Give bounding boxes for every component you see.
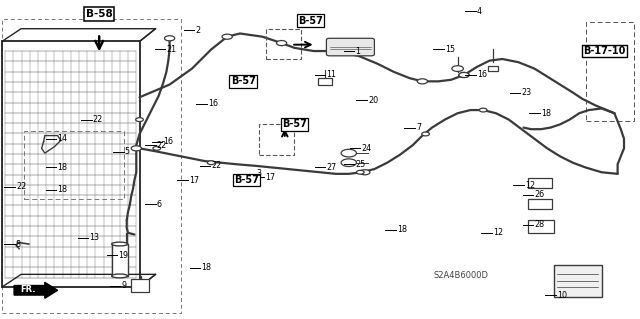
Bar xyxy=(554,265,602,297)
Text: 7: 7 xyxy=(416,123,421,132)
Text: 26: 26 xyxy=(534,190,545,199)
Circle shape xyxy=(417,79,428,84)
Text: 12: 12 xyxy=(493,228,503,237)
Text: 19: 19 xyxy=(118,251,129,260)
Circle shape xyxy=(153,146,161,150)
Text: 22: 22 xyxy=(157,141,167,150)
Text: 23: 23 xyxy=(522,88,532,97)
Text: 17: 17 xyxy=(189,176,199,185)
Bar xyxy=(528,199,552,209)
Circle shape xyxy=(356,170,364,174)
Circle shape xyxy=(459,72,469,78)
Bar xyxy=(112,244,128,276)
Text: 18: 18 xyxy=(397,225,407,234)
Text: 22: 22 xyxy=(16,182,26,191)
Polygon shape xyxy=(14,282,58,298)
Text: 1: 1 xyxy=(355,47,360,56)
Circle shape xyxy=(360,170,370,175)
Text: 21: 21 xyxy=(166,45,177,54)
Text: 15: 15 xyxy=(445,45,455,54)
Bar xyxy=(318,78,332,85)
Text: 25: 25 xyxy=(355,160,365,169)
Text: 20: 20 xyxy=(368,96,378,105)
Circle shape xyxy=(341,149,356,157)
Text: 5: 5 xyxy=(125,147,130,156)
Bar xyxy=(2,19,181,313)
Text: 22: 22 xyxy=(211,161,221,170)
Bar xyxy=(2,41,140,287)
Text: B-57: B-57 xyxy=(231,76,255,86)
Text: 18: 18 xyxy=(541,109,551,118)
Text: B-57: B-57 xyxy=(282,119,307,130)
Text: B-57: B-57 xyxy=(234,175,259,185)
Text: 24: 24 xyxy=(362,144,372,153)
Text: B-57: B-57 xyxy=(298,16,323,26)
Bar xyxy=(586,22,634,121)
Text: 18: 18 xyxy=(58,163,68,172)
Text: B-17-10: B-17-10 xyxy=(584,46,626,56)
Text: 27: 27 xyxy=(326,163,337,172)
Text: B-58: B-58 xyxy=(86,9,113,19)
Text: 10: 10 xyxy=(557,291,567,300)
Text: 9: 9 xyxy=(122,281,127,290)
Circle shape xyxy=(136,118,143,122)
Text: S2A4B6000D: S2A4B6000D xyxy=(433,271,488,280)
Text: 17: 17 xyxy=(266,173,276,182)
Circle shape xyxy=(222,34,232,39)
Circle shape xyxy=(422,132,429,136)
Text: 28: 28 xyxy=(534,220,545,229)
Bar xyxy=(528,178,552,188)
Text: 18: 18 xyxy=(202,263,212,272)
Circle shape xyxy=(479,108,487,112)
Bar xyxy=(131,279,149,292)
Circle shape xyxy=(131,146,141,151)
Circle shape xyxy=(276,41,287,46)
FancyBboxPatch shape xyxy=(326,38,374,56)
Text: 4: 4 xyxy=(477,7,482,16)
Circle shape xyxy=(341,159,356,167)
Bar xyxy=(266,29,301,59)
Text: 8: 8 xyxy=(16,240,21,249)
Text: 22: 22 xyxy=(93,115,103,124)
Bar xyxy=(488,66,498,71)
Text: 14: 14 xyxy=(58,134,68,143)
Text: 6: 6 xyxy=(157,200,162,209)
Text: 18: 18 xyxy=(58,185,68,194)
Bar xyxy=(528,220,554,233)
Bar xyxy=(24,131,124,199)
Text: 16: 16 xyxy=(163,137,173,146)
Text: 13: 13 xyxy=(90,233,100,242)
Text: 2: 2 xyxy=(195,26,200,35)
Ellipse shape xyxy=(112,242,128,246)
Circle shape xyxy=(459,72,469,78)
Circle shape xyxy=(207,161,215,165)
Bar xyxy=(259,124,294,155)
Circle shape xyxy=(452,66,463,71)
Text: 16: 16 xyxy=(208,99,218,108)
Ellipse shape xyxy=(112,274,128,278)
Text: FR.: FR. xyxy=(20,286,36,294)
Text: 3: 3 xyxy=(256,169,261,178)
Text: 12: 12 xyxy=(525,181,535,189)
Text: 11: 11 xyxy=(326,70,337,79)
Text: 16: 16 xyxy=(477,70,487,79)
Circle shape xyxy=(164,36,175,41)
